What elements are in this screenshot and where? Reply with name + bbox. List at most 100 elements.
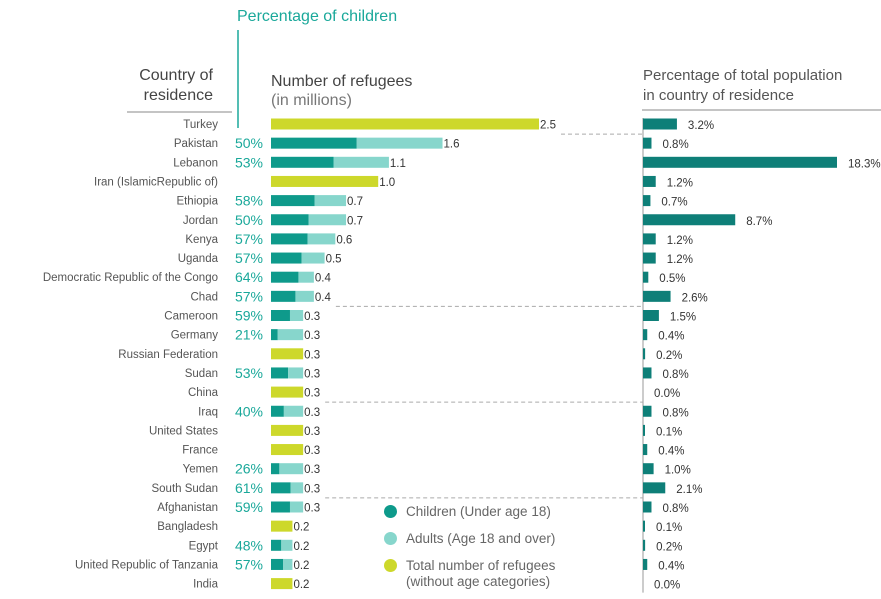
population-value-label: 1.2% — [667, 177, 693, 189]
population-value-label: 2.1% — [676, 484, 702, 496]
country-label: South Sudan — [151, 483, 218, 495]
children-percent-label: 40% — [235, 403, 263, 419]
population-value-label: 1.2% — [667, 254, 693, 266]
adults-bar — [308, 214, 347, 226]
refugee-value-label: 1.6 — [444, 139, 460, 151]
country-label: France — [182, 445, 218, 457]
country-label: United States — [149, 425, 218, 437]
population-value-label: 0.4% — [658, 331, 684, 343]
country-label: Ethiopia — [176, 196, 218, 208]
children-percent-label: 57% — [235, 556, 263, 572]
legend-adults: Adults (Age 18 and over) — [384, 531, 555, 547]
children-percent-label: 57% — [235, 288, 263, 304]
total-refugees-bar — [271, 175, 379, 187]
population-value-label: 0.2% — [656, 541, 682, 553]
population-bar — [643, 520, 645, 532]
population-value-label: 0.0% — [654, 388, 680, 400]
adults-bar — [288, 367, 304, 379]
population-bar — [643, 329, 648, 341]
children-percent-label: 57% — [235, 250, 263, 266]
refugee-value-label: 0.6 — [336, 234, 352, 246]
legend-children-dot — [384, 505, 397, 518]
population-bar — [643, 175, 656, 187]
country-label: Jordan — [183, 215, 218, 227]
children-percent-label: 50% — [235, 212, 263, 228]
country-label: India — [193, 579, 219, 591]
children-bar — [271, 310, 290, 321]
country-label: Russian Federation — [118, 349, 218, 361]
children-bar — [271, 367, 289, 379]
refugee-value-label: 0.3 — [304, 368, 320, 380]
country-label: Yemen — [183, 464, 218, 476]
country-label: Germany — [171, 330, 219, 342]
children-percent-label: 53% — [235, 365, 263, 381]
population-bar — [643, 137, 652, 149]
children-bar — [271, 558, 284, 570]
children-percent-label: 64% — [235, 269, 263, 285]
country-label: Pakistan — [174, 138, 218, 150]
country-label: Iran (IslamicRepublic of) — [94, 176, 218, 188]
children-bar — [271, 137, 357, 149]
population-title-line2: in country of residence — [643, 87, 794, 104]
refugee-value-label: 0.2 — [293, 541, 309, 553]
legend-total-label: Total number of refugees (without age ca… — [406, 558, 556, 589]
children-percent-label: 58% — [235, 193, 263, 209]
refugee-value-label: 0.3 — [304, 445, 320, 457]
adults-bar — [356, 137, 443, 149]
children-percent-label: 57% — [235, 231, 263, 247]
refugee-value-label: 0.3 — [304, 503, 320, 515]
children-percent-label: 59% — [235, 308, 263, 324]
children-bar — [271, 233, 308, 245]
children-bar — [271, 290, 296, 302]
population-value-label: 0.1% — [656, 426, 682, 438]
refugee-value-label: 0.4 — [315, 292, 332, 304]
number-of-refugees-sublabel: (in millions) — [271, 92, 352, 109]
country-label: United Republic of Tanzania — [75, 559, 219, 571]
population-bar — [643, 195, 651, 207]
population-value-label: 0.4% — [658, 560, 684, 572]
total-refugees-bar — [271, 118, 539, 130]
population-value-label: 0.8% — [662, 369, 688, 381]
adults-bar — [295, 290, 314, 302]
refugee-value-label: 0.3 — [304, 426, 320, 438]
number-of-refugees-title: Number of refugees (in millions) — [271, 72, 412, 110]
country-label: Bangladesh — [157, 521, 218, 533]
population-bar — [643, 405, 652, 417]
population-bar — [643, 558, 648, 570]
children-percent-label: 48% — [235, 537, 263, 553]
adults-bar — [290, 482, 304, 494]
population-value-label: 0.8% — [662, 503, 688, 515]
refugee-value-label: 2.5 — [540, 120, 556, 132]
population-bar — [643, 424, 645, 436]
adults-bar — [301, 252, 325, 264]
population-bar — [643, 463, 654, 475]
country-label: Uganda — [178, 253, 219, 265]
population-bar — [643, 310, 659, 321]
children-percent-label: 21% — [235, 327, 263, 343]
adults-bar — [314, 195, 347, 207]
population-value-label: 3.2% — [688, 120, 714, 132]
adults-bar — [289, 310, 304, 321]
country-label: Iraq — [198, 406, 218, 418]
children-percent-label: 53% — [235, 154, 263, 170]
children-bar — [271, 482, 291, 494]
refugee-value-label: 0.7 — [347, 215, 363, 227]
population-bar — [643, 482, 666, 494]
population-value-label: 0.4% — [658, 446, 684, 458]
population-value-label: 0.1% — [656, 522, 682, 534]
population-value-label: 1.2% — [667, 235, 693, 247]
number-of-refugees-label: Number of refugees — [271, 73, 413, 90]
population-value-label: 2.6% — [682, 292, 708, 304]
total-refugees-bar — [271, 520, 293, 532]
population-value-label: 1.0% — [665, 465, 691, 477]
refugee-value-label: 0.3 — [304, 311, 320, 323]
percentage-of-children-title: Percentage of children — [237, 8, 398, 25]
population-value-label: 18.3% — [848, 158, 881, 170]
children-percent-label: 50% — [235, 135, 263, 151]
refugee-value-label: 0.4 — [315, 273, 332, 285]
refugee-value-label: 0.3 — [304, 483, 320, 495]
children-bar — [271, 405, 284, 417]
refugee-value-label: 1.1 — [390, 158, 406, 170]
population-title-line1: Percentage of total population — [643, 67, 843, 84]
children-bar — [271, 271, 299, 283]
